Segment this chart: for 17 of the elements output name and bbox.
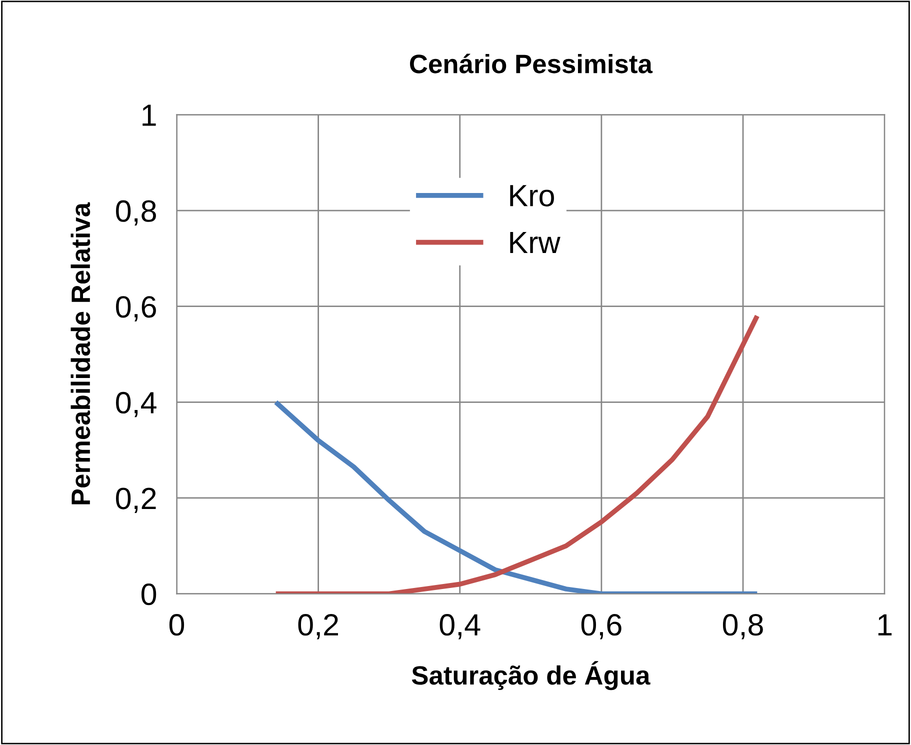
x-tick-label: 0,6 — [581, 614, 622, 640]
y-tick-label: 0,8 — [116, 200, 156, 226]
x-tick-label: 0 — [169, 614, 184, 636]
x-axis-title: Saturação de Água — [412, 661, 650, 690]
y-tick-label: 1 — [142, 104, 156, 126]
x-tick-label: 0,4 — [440, 614, 480, 640]
legend-label: Krw — [510, 232, 560, 253]
x-tick-label: 0,8 — [722, 614, 763, 640]
x-tick-label: 0,2 — [298, 614, 338, 640]
y-tick-label: 0,2 — [116, 488, 156, 513]
chart-title: Cenário Pessimista — [410, 54, 653, 74]
legend-label: Kro — [510, 185, 554, 206]
y-axis-title: Permeabilidade Relativa — [70, 202, 90, 504]
y-tick-label: 0,6 — [116, 296, 156, 322]
y-tick-label: 0,4 — [116, 392, 156, 418]
x-tick-label: 1 — [878, 614, 892, 636]
y-tick-label: 0 — [141, 584, 156, 606]
